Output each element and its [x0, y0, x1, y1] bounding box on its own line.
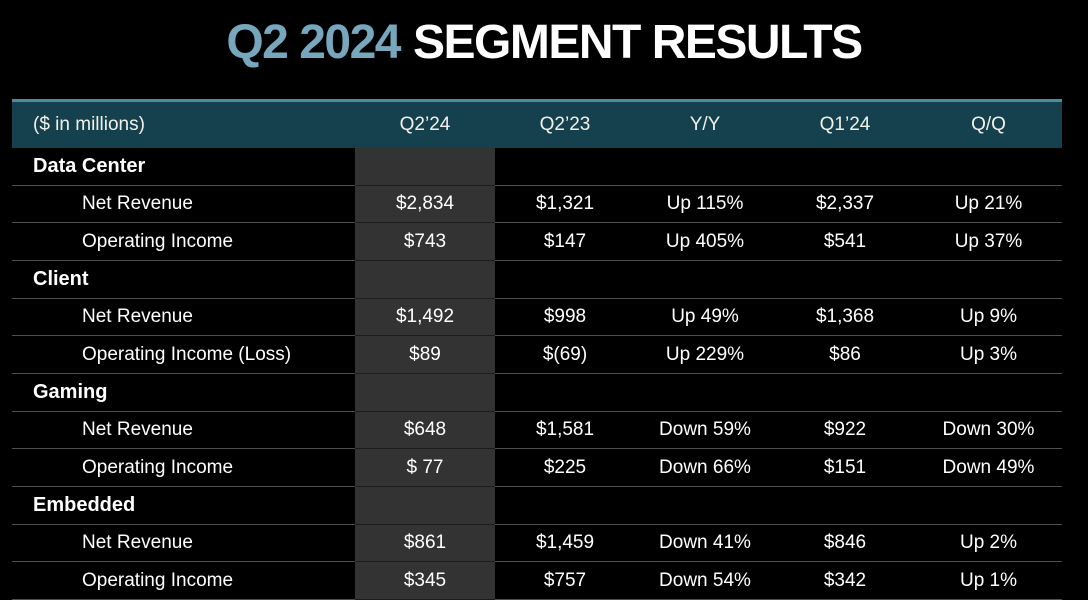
empty-cell	[775, 261, 915, 299]
row-label: Operating Income	[12, 449, 355, 488]
table-row: Operating Income $ 77 $225 Down 66% $151 Down…	[12, 449, 1062, 488]
empty-cell	[355, 374, 495, 412]
value-cell: Up 3%	[915, 336, 1062, 375]
section-row: Data Center	[12, 148, 1062, 186]
value-cell: $648	[355, 411, 495, 450]
empty-cell	[495, 261, 635, 299]
value-cell: $147	[495, 223, 635, 262]
empty-cell	[915, 148, 1062, 186]
value-cell: $ 77	[355, 449, 495, 488]
value-cell: $846	[775, 525, 915, 563]
value-cell: Down 54%	[635, 562, 775, 600]
empty-cell	[355, 148, 495, 186]
empty-cell	[495, 148, 635, 186]
value-cell: Up 49%	[635, 299, 775, 337]
value-cell: $2,337	[775, 186, 915, 224]
section-row: Client	[12, 261, 1062, 299]
empty-cell	[775, 374, 915, 412]
title-highlight: Q2 2024	[226, 16, 401, 69]
value-cell: Up 2%	[915, 525, 1062, 563]
row-label: Operating Income	[12, 223, 355, 262]
table-row: Operating Income (Loss) $89 $(69) Up 229% $8…	[12, 336, 1062, 375]
value-cell: $922	[775, 412, 915, 450]
empty-cell	[495, 374, 635, 412]
row-label: Net Revenue	[12, 525, 355, 563]
value-cell: $1,321	[495, 186, 635, 224]
value-cell: Up 21%	[915, 186, 1062, 224]
value-cell: $757	[495, 562, 635, 600]
value-cell: Up 115%	[635, 186, 775, 224]
table-row: Net Revenue $1,492 $998 Up 49% $1,368 Up 9%	[12, 298, 1062, 337]
value-cell: $1,459	[495, 525, 635, 563]
value-cell: $151	[775, 449, 915, 488]
section-label: Embedded	[12, 487, 355, 525]
value-cell: $345	[355, 562, 495, 600]
value-cell: $225	[495, 449, 635, 488]
empty-cell	[915, 487, 1062, 525]
column-header: Q/Q	[971, 114, 1006, 135]
section-row: Embedded	[12, 487, 1062, 525]
column-header: Y/Y	[689, 114, 721, 135]
value-cell: Up 37%	[915, 223, 1062, 262]
value-cell: Down 59%	[635, 412, 775, 450]
row-label: Operating Income	[12, 562, 355, 600]
section-label: Client	[12, 261, 355, 299]
column-header: Q1’24	[819, 114, 871, 135]
empty-cell	[775, 148, 915, 186]
value-cell: $743	[355, 223, 495, 262]
section-label: Gaming	[12, 374, 355, 412]
value-cell: Down 49%	[915, 449, 1062, 488]
value-cell: $541	[775, 223, 915, 262]
table-header-row: ($ in millions) Q2’24 Q2’23 Y/Y Q1’24 Q/Q	[12, 99, 1062, 148]
table-row: Operating Income $743 $147 Up 405% $541 Up 37…	[12, 223, 1062, 262]
value-cell: $86	[775, 336, 915, 375]
title-rest: SEGMENT RESULTS	[413, 16, 863, 69]
value-cell: Up 229%	[635, 336, 775, 375]
column-header: Q2’23	[539, 114, 591, 135]
section-row: Gaming	[12, 374, 1062, 412]
table-row: Net Revenue $648 $1,581 Down 59% $922 Down 30…	[12, 411, 1062, 450]
value-cell: $861	[355, 524, 495, 563]
value-cell: Up 1%	[915, 562, 1062, 600]
value-cell: Up 9%	[915, 299, 1062, 337]
value-cell: Down 41%	[635, 525, 775, 563]
empty-cell	[775, 487, 915, 525]
empty-cell	[355, 261, 495, 299]
value-cell: $998	[495, 299, 635, 337]
value-cell: $1,368	[775, 299, 915, 337]
value-cell: Up 405%	[635, 223, 775, 262]
empty-cell	[915, 261, 1062, 299]
empty-cell	[635, 148, 775, 186]
table-row: Net Revenue $2,834 $1,321 Up 115% $2,337 Up 2…	[12, 185, 1062, 224]
value-cell: $1,581	[495, 412, 635, 450]
empty-cell	[495, 487, 635, 525]
segment-results-table: ($ in millions) Q2’24 Q2’23 Y/Y Q1’24 Q/Q Dat…	[12, 99, 1062, 600]
page-title: Q2 2024 SEGMENT RESULTS	[0, 14, 1088, 72]
empty-cell	[635, 487, 775, 525]
value-cell: $89	[355, 336, 495, 375]
value-cell: $1,492	[355, 298, 495, 337]
row-label: Net Revenue	[12, 412, 355, 450]
value-cell: Down 30%	[915, 412, 1062, 450]
table-row: Operating Income $345 $757 Down 54% $342 Up 1…	[12, 562, 1062, 600]
section-label: Data Center	[12, 148, 355, 186]
row-label: Net Revenue	[12, 299, 355, 337]
row-label: Net Revenue	[12, 186, 355, 224]
empty-cell	[635, 374, 775, 412]
table-row: Net Revenue $861 $1,459 Down 41% $846 Up 2%	[12, 524, 1062, 563]
table-body: Data Center Net Revenue $2,834 $1,321 Up 115…	[12, 148, 1062, 600]
column-header-units: ($ in millions)	[33, 114, 145, 135]
value-cell: $(69)	[495, 336, 635, 375]
value-cell: Down 66%	[635, 449, 775, 488]
empty-cell	[915, 374, 1062, 412]
value-cell: $2,834	[355, 185, 495, 224]
column-header: Q2’24	[399, 114, 451, 135]
empty-cell	[635, 261, 775, 299]
empty-cell	[355, 487, 495, 525]
row-label: Operating Income (Loss)	[12, 336, 355, 375]
value-cell: $342	[775, 562, 915, 600]
